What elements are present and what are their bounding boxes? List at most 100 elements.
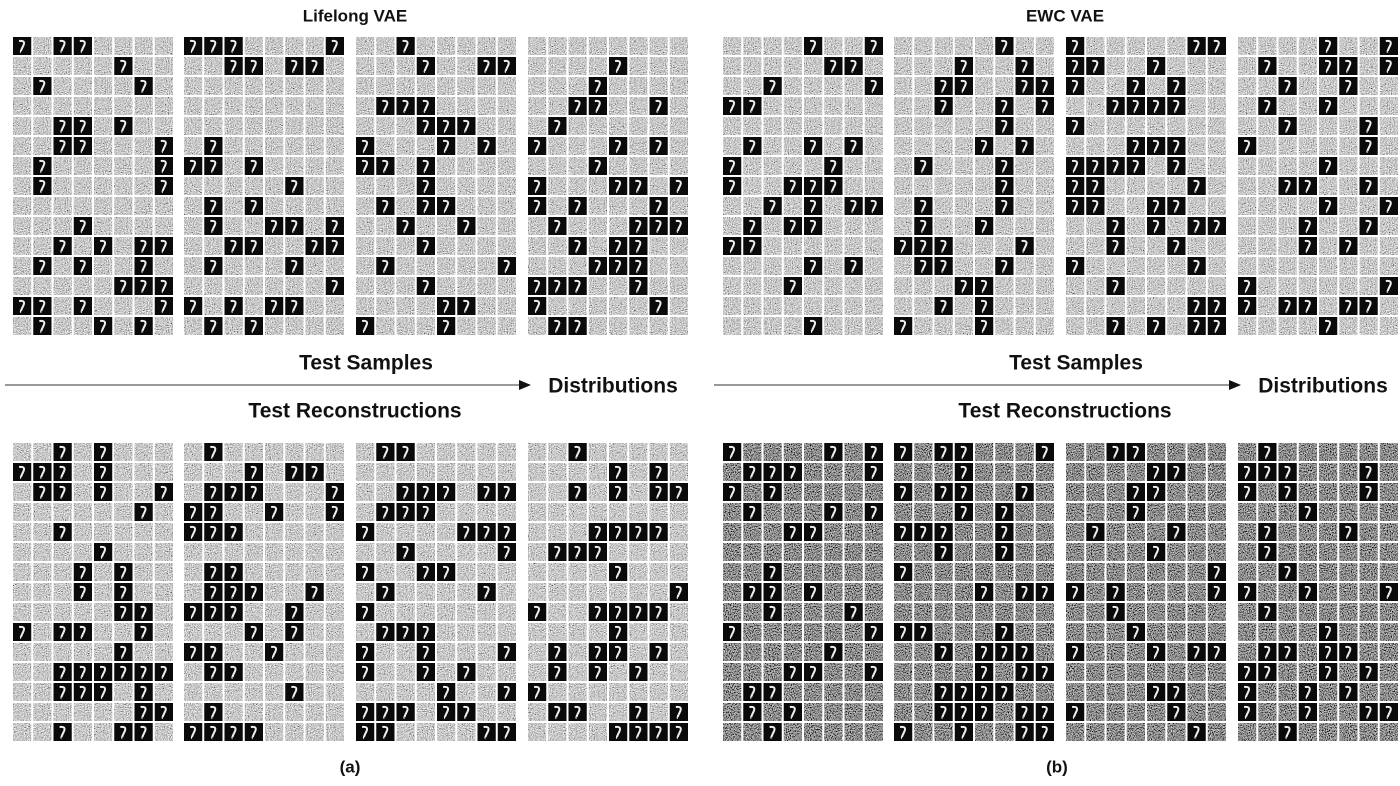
- digit-stroke: [980, 705, 988, 719]
- digit-stroke: [99, 545, 107, 559]
- digit-stroke: [189, 645, 197, 659]
- digit-stroke: [503, 525, 510, 539]
- digit-stroke: [960, 445, 967, 459]
- digit-stroke: [250, 199, 257, 213]
- digit-stroke: [422, 119, 429, 133]
- digit-stroke: [554, 219, 561, 233]
- digit-stroke: [361, 525, 369, 539]
- digit-stroke: [809, 39, 817, 53]
- digit-stroke: [18, 465, 26, 479]
- digit-stroke: [1112, 239, 1119, 253]
- digit-stroke: [1173, 685, 1180, 699]
- digit-stroke: [1243, 465, 1251, 479]
- digit-stroke: [1112, 219, 1119, 233]
- digit-stroke: [1213, 39, 1220, 53]
- digit-stroke: [614, 725, 622, 739]
- digit-stroke: [899, 625, 907, 639]
- digit-stroke: [870, 199, 877, 213]
- digit-stroke: [960, 79, 967, 93]
- digit-stroke: [769, 465, 776, 479]
- digit-stroke: [1112, 445, 1119, 459]
- digit-stroke: [728, 625, 736, 639]
- digit-stroke: [402, 625, 409, 639]
- digit-stroke: [1071, 645, 1079, 659]
- digit-stroke: [920, 219, 927, 233]
- digit-stroke: [1345, 645, 1352, 659]
- digit-stroke: [1213, 219, 1220, 233]
- digit-stroke: [189, 525, 197, 539]
- digit-stroke: [728, 445, 736, 459]
- digit-stroke: [59, 139, 66, 153]
- digit-stroke: [1213, 319, 1220, 333]
- digit-stroke: [1324, 625, 1332, 639]
- digit-stroke: [140, 625, 147, 639]
- digit-stroke: [210, 705, 217, 719]
- digit-stroke: [483, 485, 490, 499]
- digit-stroke: [809, 585, 817, 599]
- digit-stroke: [614, 59, 622, 73]
- digit-stroke: [140, 685, 147, 699]
- digit-stroke: [463, 525, 470, 539]
- digit-stroke: [1264, 525, 1271, 539]
- digit-stroke: [402, 505, 409, 519]
- digit-stroke: [769, 485, 776, 499]
- digit-stroke: [655, 605, 662, 619]
- digit-stroke: [422, 159, 429, 173]
- digit-stroke: [554, 319, 561, 333]
- image-grid: [721, 441, 885, 743]
- digit-stroke: [533, 179, 541, 193]
- digit-stroke: [59, 465, 66, 479]
- digit-stroke: [1112, 585, 1119, 599]
- image-grid: [892, 35, 1056, 337]
- digit-stroke: [1132, 505, 1139, 519]
- digit-stroke: [331, 485, 338, 499]
- digit-stroke: [442, 685, 450, 699]
- digit-stroke: [230, 605, 237, 619]
- digit-stroke: [39, 159, 46, 173]
- digit-stroke: [1193, 645, 1200, 659]
- digit-stroke: [483, 59, 490, 73]
- digit-stroke: [940, 525, 947, 539]
- digit-stroke: [920, 239, 927, 253]
- digit-stroke: [230, 525, 237, 539]
- digit-stroke: [1173, 465, 1180, 479]
- image-grid: [1236, 35, 1400, 337]
- digit-stroke: [503, 685, 510, 699]
- digit-stroke: [1345, 299, 1352, 313]
- digit-stroke: [899, 485, 907, 499]
- digit-stroke: [870, 625, 877, 639]
- digit-stroke: [210, 319, 217, 333]
- digit-stroke: [79, 219, 86, 233]
- digit-stroke: [1304, 585, 1311, 599]
- digit-stroke: [789, 705, 796, 719]
- digit-stroke: [79, 259, 86, 273]
- digit-stroke: [635, 239, 642, 253]
- digit-stroke: [59, 485, 66, 499]
- digit-stroke: [574, 239, 581, 253]
- digit-stroke: [1112, 605, 1119, 619]
- digit-stroke: [554, 705, 561, 719]
- digit-stroke: [210, 259, 217, 273]
- digit-stroke: [1041, 99, 1048, 113]
- digit-stroke: [1041, 725, 1048, 739]
- digit-stroke: [635, 665, 642, 679]
- digit-stroke: [1284, 299, 1291, 313]
- digit-stroke: [39, 299, 46, 313]
- digit-stroke: [361, 725, 369, 739]
- digit-stroke: [594, 605, 601, 619]
- digit-stroke: [160, 179, 167, 193]
- digit-stroke: [574, 199, 581, 213]
- image-grid: [1064, 35, 1228, 337]
- digit-stroke: [1243, 139, 1251, 153]
- digit-stroke: [1264, 99, 1271, 113]
- digit-stroke: [160, 665, 167, 679]
- digit-stroke: [809, 179, 817, 193]
- digit-stroke: [1092, 179, 1099, 193]
- digit-stroke: [99, 485, 107, 499]
- digit-stroke: [594, 545, 601, 559]
- digit-stroke: [1173, 705, 1180, 719]
- digit-stroke: [830, 505, 837, 519]
- digit-stroke: [920, 159, 927, 173]
- digit-stroke: [533, 685, 541, 699]
- digit-stroke: [1001, 685, 1008, 699]
